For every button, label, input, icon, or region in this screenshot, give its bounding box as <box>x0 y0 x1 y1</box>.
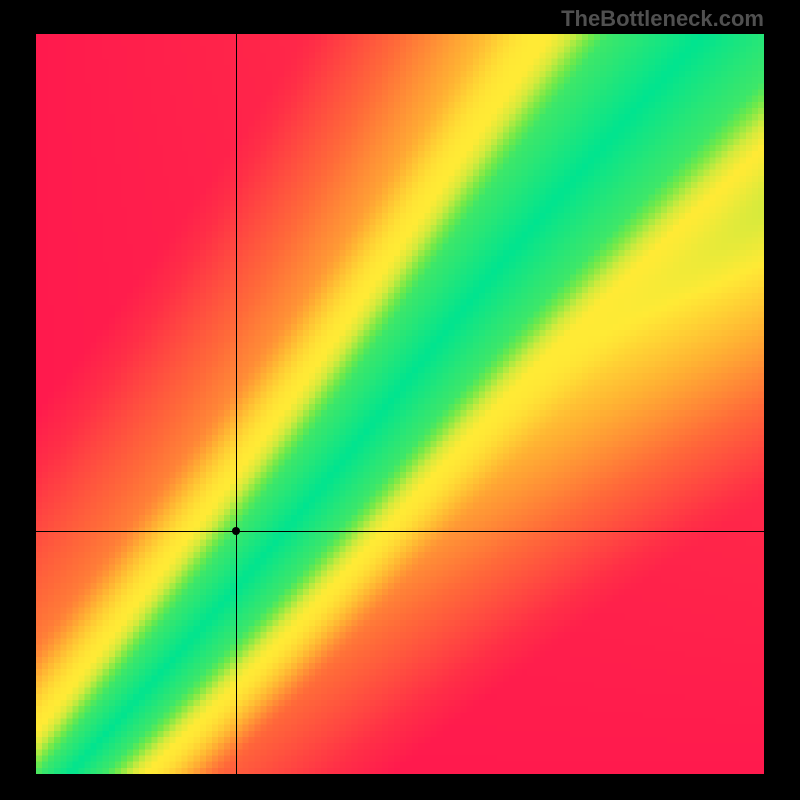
watermark-text: TheBottleneck.com <box>561 6 764 32</box>
bottleneck-heatmap <box>36 34 764 774</box>
crosshair-marker-dot <box>232 527 240 535</box>
crosshair-horizontal <box>36 531 764 532</box>
chart-container: { "watermark": { "text": "TheBottleneck.… <box>0 0 800 800</box>
crosshair-vertical <box>236 34 237 774</box>
